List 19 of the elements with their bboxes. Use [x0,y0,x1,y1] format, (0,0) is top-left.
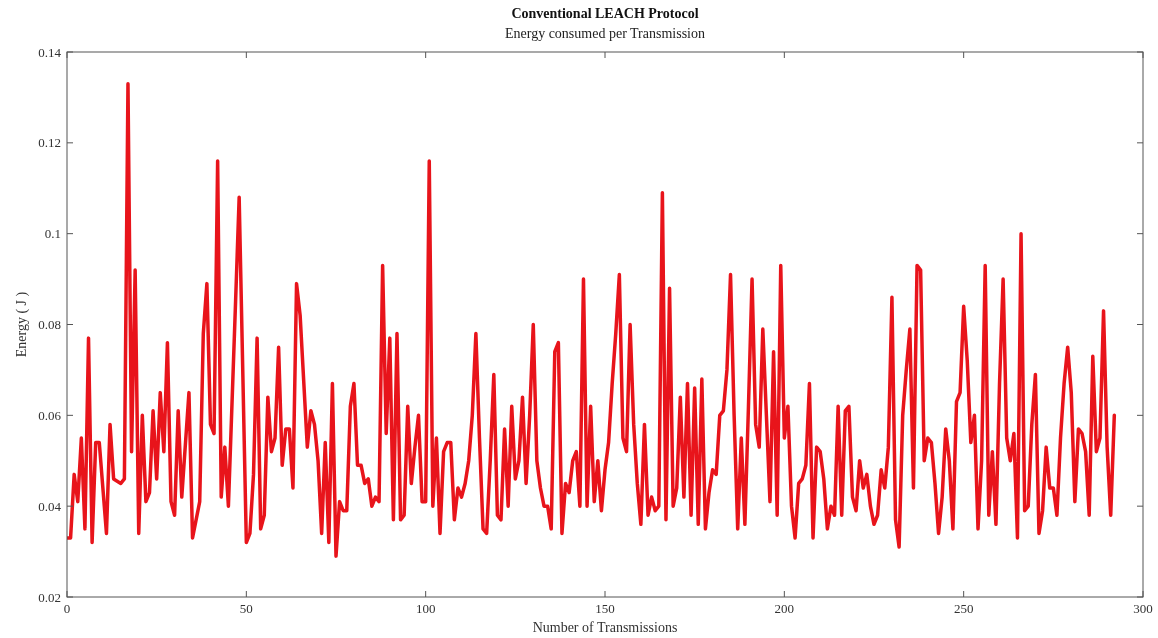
x-tick-label: 250 [953,601,974,616]
x-axis-title: Number of Transmissions [532,620,678,635]
x-tick-label: 0 [63,601,71,616]
y-tick-label: 0.1 [44,226,61,242]
line-series [67,82,1117,558]
x-tick-label: 200 [774,601,795,616]
chart-subtitle: Energy consumed per Transmission [504,26,706,41]
y-tick-label: 0.02 [38,589,61,605]
x-tick-label: 150 [595,601,615,616]
y-tick-label: 0.14 [38,44,62,60]
x-tick-label: 300 [1133,601,1153,616]
y-tick-label: 0.06 [38,407,62,423]
y-axis-title: Energy ( J ) [14,291,30,358]
y-tick-label: 0.04 [38,498,62,514]
x-tick-label: 100 [415,601,436,616]
x-tick-label: 50 [239,601,253,616]
y-tick-label: 0.08 [38,317,61,333]
y-tick-label: 0.12 [38,135,61,151]
chart-title: Conventional LEACH Protocol [511,6,699,21]
